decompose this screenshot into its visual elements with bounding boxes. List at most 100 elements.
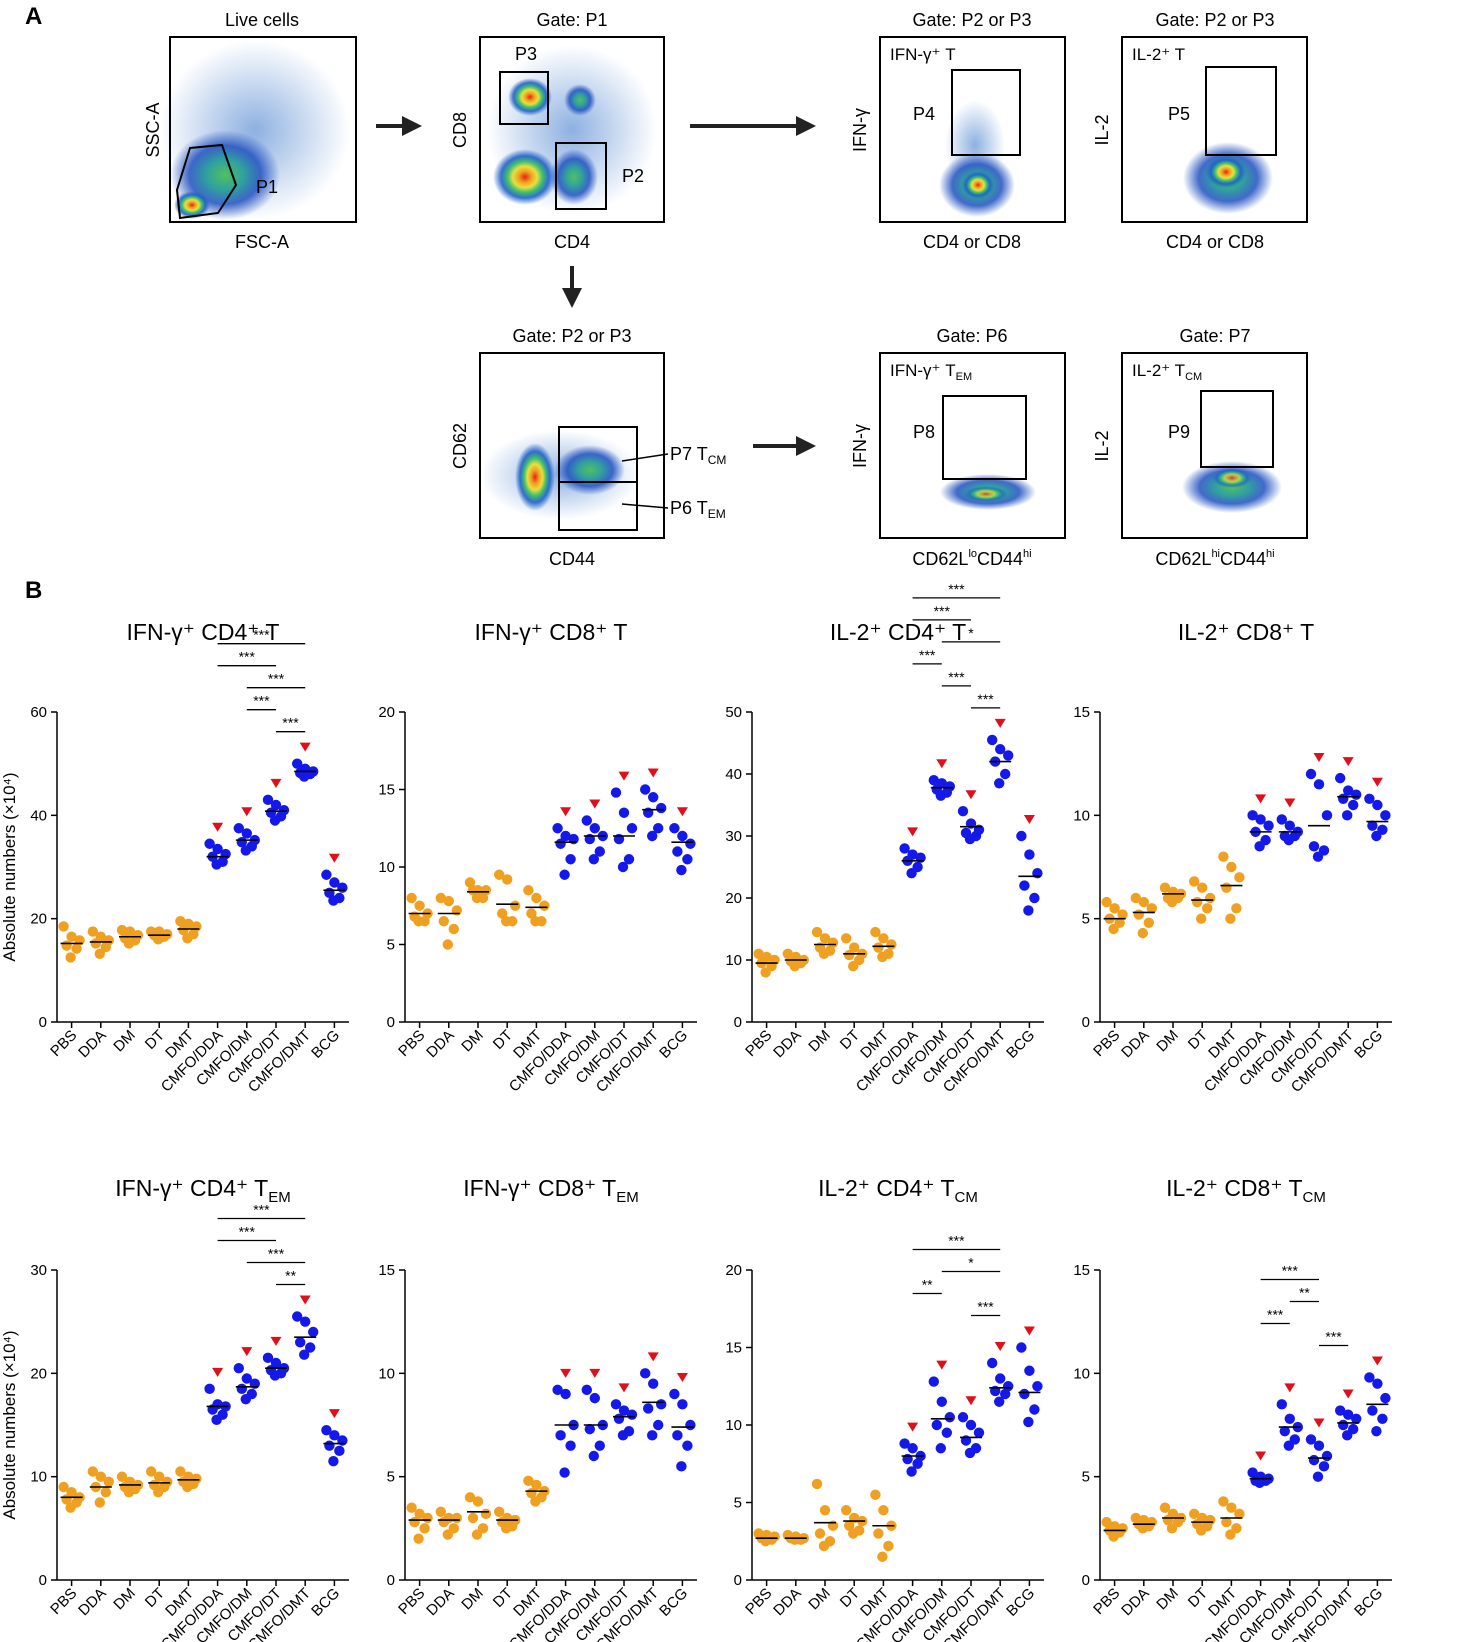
data-point [841,933,852,944]
significance-triangle [328,853,340,863]
data-point [175,916,186,927]
significance-stars: *** [253,1202,270,1218]
data-point [464,1492,476,1503]
data-point [1221,882,1232,893]
population-label: IFN-γ⁺ T [890,45,956,64]
chart-title: IFN-γ⁺ CD4⁺ TEM [115,1175,290,1206]
data-point [123,1486,135,1498]
y-tick-label: 30 [725,828,742,845]
data-point [269,815,281,826]
data-point [931,1419,942,1431]
data-point [789,1534,800,1545]
data-point [100,1486,112,1498]
data-point [154,1471,165,1482]
data-point [555,1430,566,1441]
data-point [146,1466,157,1477]
data-point [906,868,917,879]
data-point [811,926,823,938]
y-axis-label: CD8 [450,112,470,148]
data-point [581,1384,592,1396]
data-point [957,1412,969,1423]
y-tick-label: 30 [30,1262,47,1279]
data-point [1367,1405,1378,1416]
data-point [1024,849,1035,860]
gate-pointer-p7 [621,453,669,462]
y-tick-label: 0 [734,1572,742,1589]
data-point [1143,917,1155,928]
data-point [182,933,193,944]
data-point [472,1496,484,1507]
density-cloud [160,40,350,220]
gate-p2-box [555,142,607,210]
data-point [1218,1496,1229,1507]
data-point [878,933,889,944]
dot-plot-panel: IFN-γ⁺ CD4⁺ T 0 20 40 60 Absolute numbers (×1… [0,581,1392,1642]
significance-triangle [994,718,1006,728]
data-point [270,799,282,811]
data-point [1003,750,1014,761]
data-point [494,869,505,880]
data-point [653,823,664,834]
significance-stars: *** [268,1246,285,1262]
data-point [685,838,696,849]
data-point [328,895,339,906]
gate-label-p6: P6 TEM [670,498,726,521]
data-point [1138,896,1150,908]
y-tick-label: 40 [30,807,47,824]
significance-stars: *** [253,627,270,643]
data-point [1367,820,1378,831]
significance-triangle [1342,1389,1354,1399]
gating-plot-ifng-tem: Gate: P6 IFN-γ⁺ TEM P8 CD62LloCD44hi IFN… [850,326,1066,569]
data-point [406,1502,417,1513]
data-point [1029,1404,1040,1415]
data-point [581,815,592,826]
significance-triangle [589,1368,601,1378]
data-point [1130,892,1142,904]
data-point [510,900,521,911]
gate-label-p9: P9 [1168,422,1190,442]
data-point [643,1403,654,1414]
data-point [1276,1399,1288,1410]
data-point [789,961,800,972]
data-point [617,861,629,873]
gate-pointer-p6 [621,503,669,509]
x-tick-label: DM [805,1027,834,1056]
data-point [848,1528,859,1539]
data-point [413,1533,424,1544]
data-point [1234,1508,1245,1520]
data-point [814,1528,826,1539]
y-tick-label: 5 [1082,1469,1090,1486]
data-point [1305,1434,1317,1445]
population-label: IL-2⁺ T [1132,45,1185,64]
x-axis-label: CD62LloCD44hi [912,548,1031,569]
data-point [1192,896,1203,908]
data-point [1342,810,1353,821]
data-point [877,1551,888,1562]
data-point [270,1357,282,1369]
significance-triangle [589,799,601,809]
y-tick-label: 0 [387,1014,395,1031]
gate-label-p2: P2 [622,166,644,186]
data-point [1254,1477,1265,1489]
data-point [211,1414,222,1426]
data-point [1283,1440,1295,1451]
data-point [617,1430,629,1441]
population-label: IFN-γ⁺ TEM [890,361,972,383]
data-point [623,854,635,865]
data-point [422,1512,433,1524]
data-point [236,1383,247,1395]
significance-triangle [936,1360,948,1370]
data-point [973,1427,985,1438]
gating-plot-p1: Gate: P1 P3 P2 CD4 CD8 [450,10,665,252]
data-point [1226,861,1237,873]
data-point [61,940,72,951]
data-point [1380,1392,1391,1404]
data-point [618,1405,630,1416]
data-point [1372,1378,1383,1389]
data-point [656,802,667,814]
chart-title: IFN-γ⁺ CD8⁺ TEM [463,1175,638,1206]
data-point [1318,1461,1330,1472]
data-point [1202,903,1213,914]
x-tick-label: BCG [308,1027,343,1062]
